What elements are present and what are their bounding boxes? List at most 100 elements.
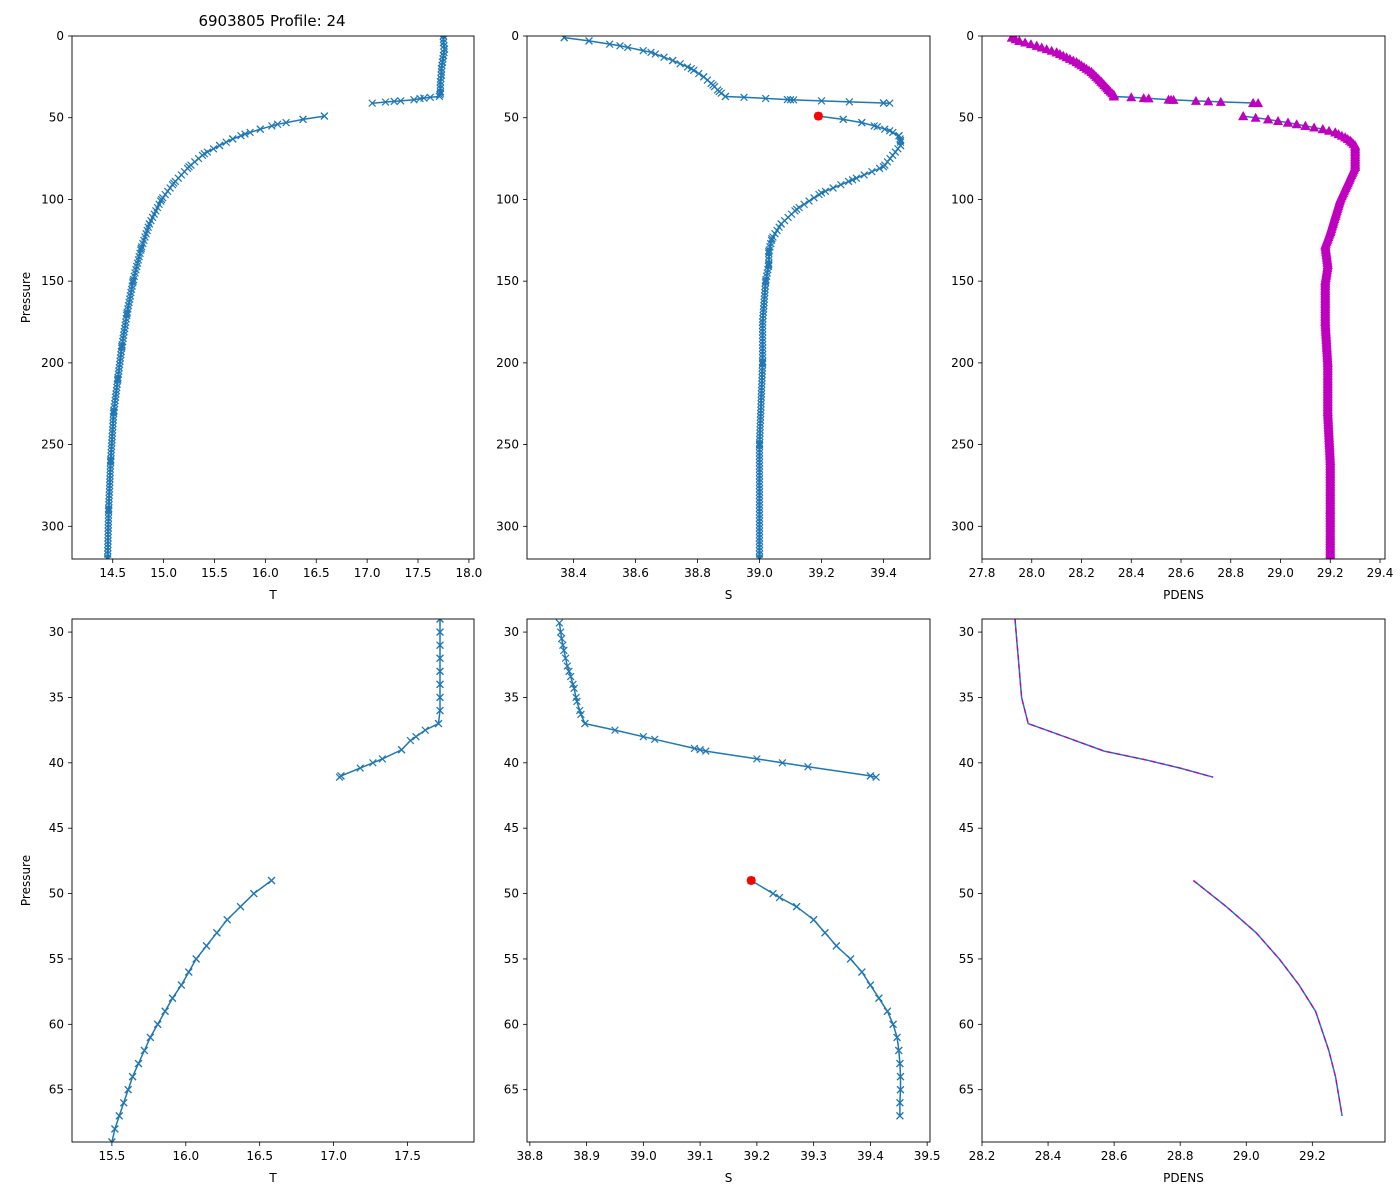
data-point-marker (109, 409, 118, 418)
data-point-marker (161, 1007, 169, 1016)
data-point-marker (1291, 119, 1302, 129)
data-point-marker (105, 497, 113, 506)
data-point-marker (124, 1085, 132, 1094)
data-point-marker (759, 305, 768, 313)
data-point-marker (893, 1033, 901, 1042)
x-tick-label: 28.6 (1168, 566, 1195, 580)
y-tick-label: 50 (504, 111, 519, 125)
data-point-marker (701, 747, 710, 755)
data-point-marker (757, 393, 766, 402)
data-point-marker (105, 488, 114, 496)
data-point-marker (437, 64, 446, 73)
data-point-marker (721, 92, 730, 101)
data-point-marker (810, 193, 818, 202)
x-axis-label: S (725, 1171, 733, 1185)
chart-panel-s-zoom: 38.8 38.9 39.0 39.1 39.2 39.3 39.4 39.5 30 35 40 45… (504, 618, 941, 1185)
data-point-marker (356, 764, 365, 772)
data-point-marker (436, 654, 444, 663)
data-point-marker (184, 968, 193, 976)
data-point-marker (565, 667, 573, 676)
data-point-marker (755, 537, 764, 545)
data-point-marker (108, 432, 117, 441)
data-point-marker (215, 141, 224, 150)
data-point-marker (760, 298, 768, 307)
y-tick-label: 300 (41, 519, 64, 533)
data-point-marker (556, 628, 565, 636)
x-tick-label: 38.9 (573, 1149, 600, 1163)
data-point-marker (104, 543, 112, 552)
data-point-marker (868, 167, 876, 176)
data-point-marker (755, 543, 764, 552)
data-point-marker (717, 89, 726, 98)
y-tick-label: 50 (49, 887, 64, 901)
y-tick-label: 40 (504, 756, 519, 770)
data-point-marker (761, 278, 770, 287)
plot-area (560, 36, 905, 559)
data-point-marker (573, 697, 581, 706)
data-point-marker (605, 40, 614, 48)
y-tick-label: 35 (959, 690, 974, 704)
x-tick-label: 14.5 (99, 566, 126, 580)
x-tick-label: 16.5 (246, 1149, 273, 1163)
chart-panel-pdens-full: 27.8 28.0 28.2 28.4 28.6 28.8 29.0 29.2 29.4 0 50 1… (951, 29, 1393, 602)
data-point-marker (1327, 554, 1334, 559)
data-point-marker (369, 759, 377, 767)
data-point-marker (764, 249, 773, 258)
data-point-marker (896, 1059, 904, 1068)
x-tick-label: 39.1 (687, 1149, 714, 1163)
data-point-marker (755, 442, 764, 451)
plot-area (555, 619, 905, 1120)
x-tick-label: 29.4 (1367, 566, 1394, 580)
y-tick-label: 250 (41, 438, 64, 452)
y-tick-label: 65 (959, 1083, 974, 1097)
x-tick-label: 16.0 (252, 566, 279, 580)
data-point-marker (434, 719, 443, 728)
y-tick-label: 45 (49, 821, 64, 835)
data-point-marker (753, 755, 761, 763)
data-point-marker (755, 455, 764, 464)
data-point-marker (104, 507, 113, 516)
x-tick-label: 39.3 (800, 1149, 827, 1163)
data-point-marker (267, 122, 276, 130)
x-axis-label: PDENS (1163, 588, 1204, 602)
data-point-marker (1215, 96, 1226, 106)
x-tick-label: 39.4 (857, 1149, 884, 1163)
data-point-marker (755, 507, 764, 516)
y-tick-label: 45 (504, 821, 519, 835)
data-point-marker (1126, 92, 1137, 102)
data-point-marker (651, 50, 660, 58)
data-point-marker (764, 252, 773, 261)
data-point-marker (436, 667, 444, 676)
data-point-marker (760, 295, 769, 303)
y-tick-label: 65 (504, 1083, 519, 1097)
data-point-marker (873, 122, 882, 131)
data-point-marker (105, 481, 114, 490)
data-point-marker (765, 246, 774, 254)
x-tick-label: 15.0 (150, 566, 177, 580)
x-tick-label: 28.8 (1167, 1149, 1194, 1163)
axes-frame (71, 35, 475, 560)
data-point-marker (1324, 125, 1335, 135)
y-tick-label: 45 (959, 821, 974, 835)
data-point-marker (435, 92, 444, 101)
data-point-marker (1282, 117, 1293, 127)
data-point-marker (756, 426, 764, 434)
data-point-marker (177, 981, 186, 989)
data-point-marker (755, 475, 764, 483)
y-tick-label: 30 (504, 625, 519, 639)
data-point-marker (106, 462, 115, 470)
data-point-marker (896, 1072, 905, 1081)
data-point-marker (755, 530, 764, 539)
x-tick-label: 15.5 (99, 1149, 126, 1163)
axes-frame (526, 35, 931, 560)
data-point-marker (755, 520, 764, 529)
data-point-marker (146, 1033, 155, 1042)
y-tick-label: 30 (49, 625, 64, 639)
data-point-marker (755, 491, 764, 500)
data-point-marker (783, 95, 792, 104)
data-point-marker (390, 97, 399, 106)
data-point-marker (756, 422, 765, 431)
data-point-marker (1250, 112, 1261, 122)
y-tick-label: 55 (504, 952, 519, 966)
